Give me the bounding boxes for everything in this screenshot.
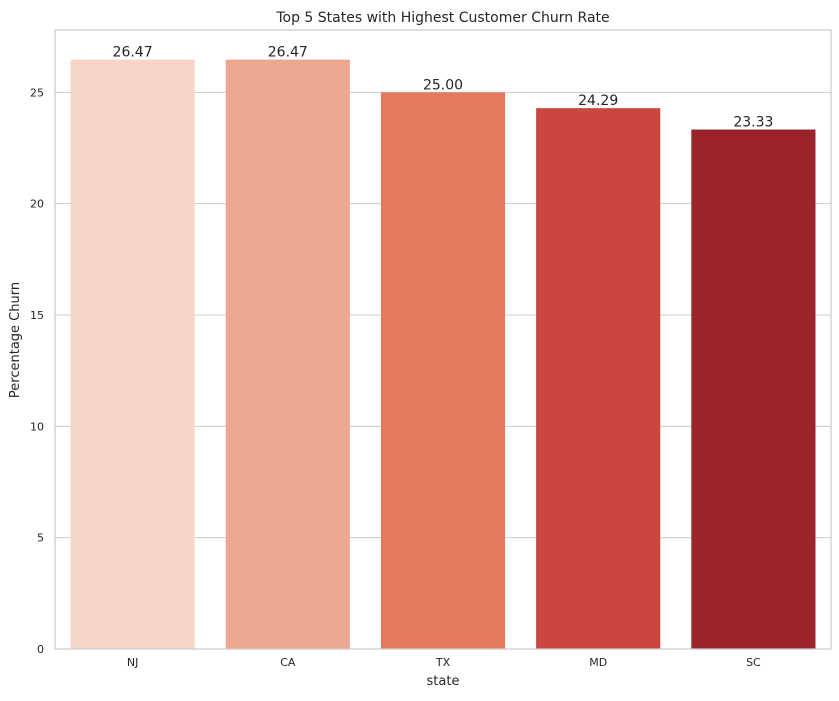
x-tick-label-nj: NJ bbox=[127, 656, 138, 669]
x-tick-label-md: MD bbox=[589, 656, 607, 669]
bar-ca bbox=[225, 59, 350, 650]
x-axis-ticks: NJ CA TX MD SC bbox=[127, 656, 761, 669]
plot-frame bbox=[54, 29, 832, 650]
data-label-ca: 26.47 bbox=[268, 45, 308, 61]
bar-md bbox=[536, 108, 661, 650]
bars bbox=[70, 59, 816, 650]
bar-tx bbox=[380, 92, 506, 649]
y-axis-ticks: 0 5 10 15 20 25 bbox=[30, 86, 44, 656]
bar-sc bbox=[691, 129, 816, 650]
chart-title: Top 5 States with Highest Customer Churn… bbox=[275, 10, 609, 26]
data-labels: 26.47 26.47 25.00 24.29 23.33 bbox=[113, 45, 774, 131]
y-tick-label: 5 bbox=[37, 532, 44, 545]
y-tick-label: 20 bbox=[30, 198, 44, 211]
x-tick-label-ca: CA bbox=[280, 656, 296, 669]
data-label-nj: 26.47 bbox=[113, 45, 153, 61]
data-label-md: 24.29 bbox=[578, 93, 618, 109]
y-tick-label: 0 bbox=[37, 643, 44, 656]
x-tick-label-sc: SC bbox=[746, 656, 761, 669]
data-label-sc: 23.33 bbox=[733, 115, 773, 131]
x-tick-label-tx: TX bbox=[435, 656, 451, 669]
y-tick-label: 10 bbox=[30, 420, 44, 433]
bar-nj bbox=[70, 59, 195, 650]
data-label-tx: 25.00 bbox=[423, 77, 463, 93]
y-tick-label: 25 bbox=[30, 86, 44, 99]
y-tick-label: 15 bbox=[30, 309, 44, 322]
x-axis-title: state bbox=[427, 674, 460, 689]
y-axis-title: Percentage Churn bbox=[8, 282, 23, 398]
